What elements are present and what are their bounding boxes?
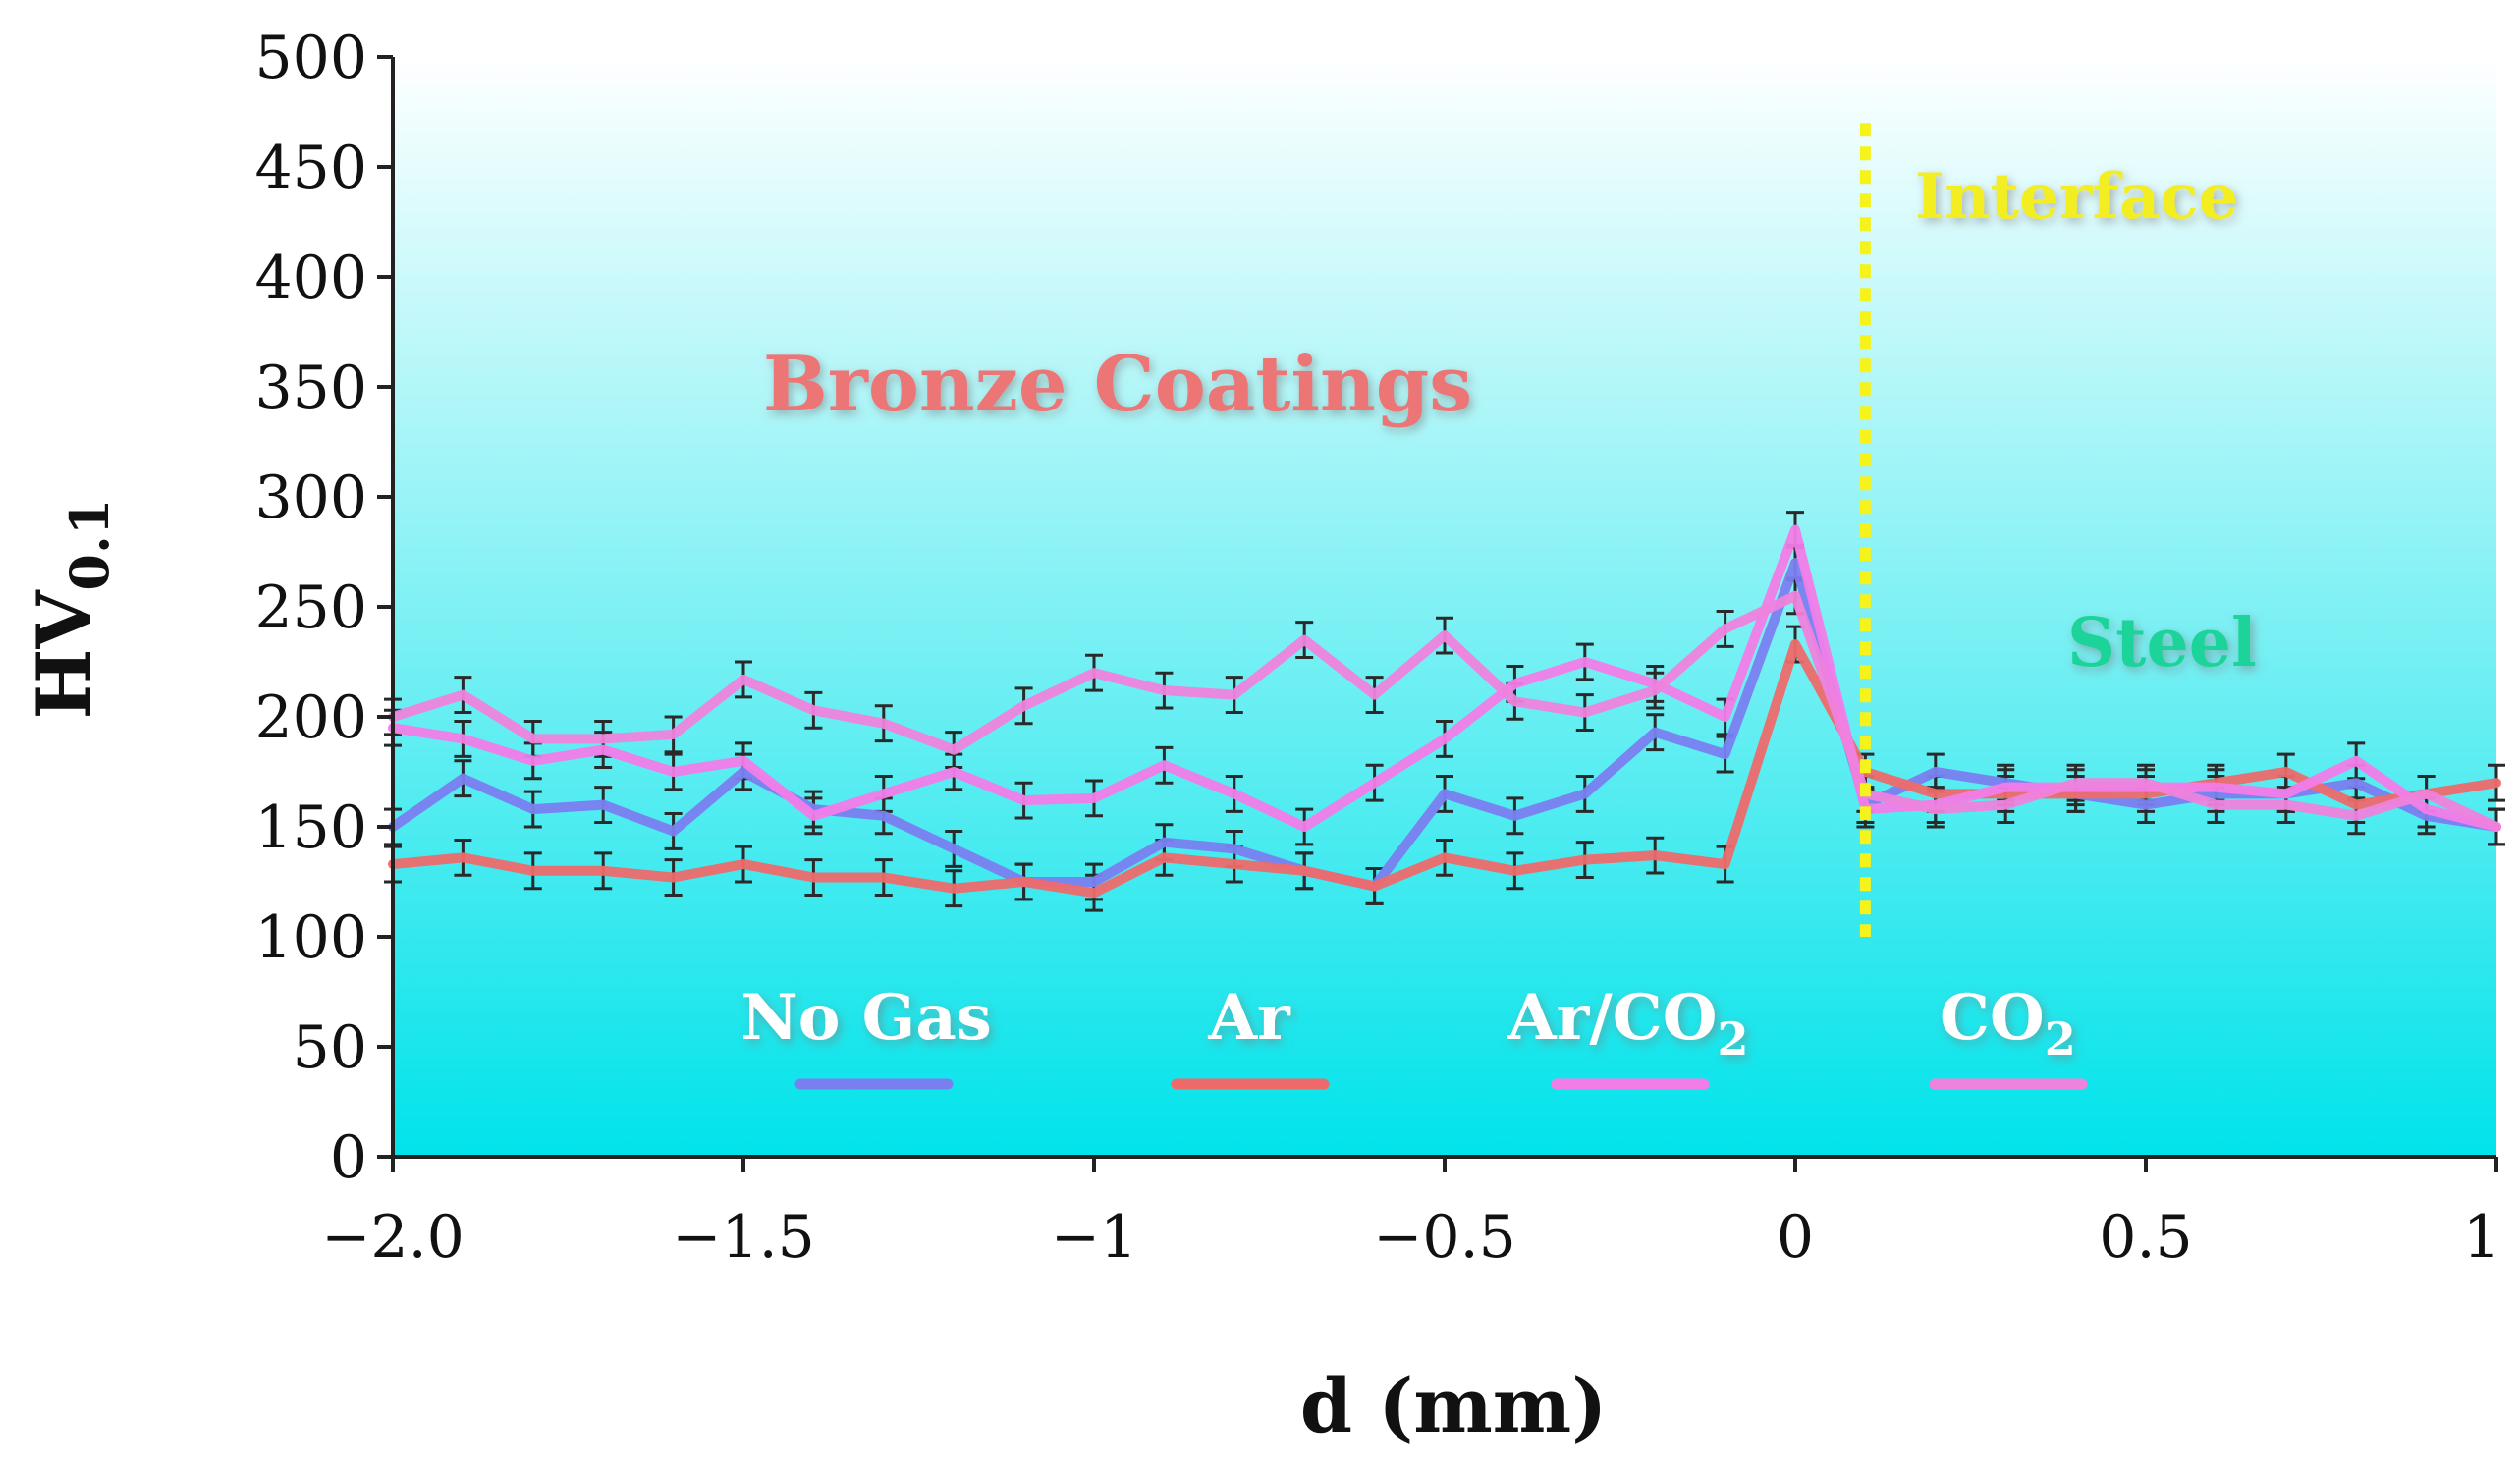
- x-tick-label: 1: [2463, 1203, 2500, 1272]
- x-tick-label: −2.0: [321, 1203, 465, 1272]
- y-axis-title-sub: 0.1: [58, 499, 121, 591]
- series-lines: [388, 524, 2501, 899]
- y-axis-title-main: HV: [21, 589, 108, 720]
- y-tick-label: 250: [254, 573, 367, 642]
- y-tick-label: 100: [254, 903, 367, 972]
- legend: No Gas Ar Ar/CO2 CO2: [740, 981, 2088, 1090]
- legend-label-ar-co2-main: Ar/CO: [1507, 981, 1717, 1055]
- y-tick-label: 0: [330, 1123, 367, 1192]
- y-tick-label: 50: [293, 1013, 367, 1082]
- y-tick-label: 450: [254, 134, 367, 202]
- series-co2: [388, 590, 2501, 832]
- y-axis-title: HV0.1: [21, 499, 121, 720]
- series-ar: [388, 639, 2501, 899]
- legend-label-co2-main: CO: [1940, 981, 2045, 1055]
- legend-label-ar: Ar: [1207, 981, 1291, 1055]
- y-tick-label: 150: [254, 793, 367, 862]
- legend-label-ar-co2: Ar/CO2: [1507, 981, 1748, 1065]
- y-ticks: 0 50 100 150 200 250 300 350 400 450 500: [254, 24, 393, 1192]
- x-tick-label: −1: [1051, 1203, 1137, 1272]
- plot-background: [393, 57, 2496, 1157]
- series-no-gas: [388, 558, 2501, 892]
- annotation-bronze-coatings: Bronze Coatings: [763, 340, 1472, 429]
- annotation-interface: Interface: [1915, 160, 2238, 234]
- x-ticks: −2.0 −1.5 −1 −0.5 0 0.5 1: [321, 1157, 2500, 1272]
- x-tick-label: 0: [1777, 1203, 1814, 1272]
- legend-label-ar-co2-sub: 2: [1717, 1012, 1748, 1065]
- annotation-steel: Steel: [2067, 604, 2257, 682]
- y-tick-label: 200: [254, 683, 367, 752]
- legend-label-no-gas: No Gas: [740, 981, 992, 1055]
- x-tick-label: −0.5: [1373, 1203, 1516, 1272]
- x-axis-title: d (mm): [1300, 1362, 1607, 1449]
- y-tick-label: 400: [254, 244, 367, 312]
- y-tick-label: 500: [254, 24, 367, 92]
- y-tick-label: 300: [254, 463, 367, 532]
- legend-label-co2: CO2: [1940, 981, 2076, 1065]
- y-tick-label: 350: [254, 354, 367, 422]
- x-tick-label: −1.5: [672, 1203, 815, 1272]
- legend-label-co2-sub: 2: [2045, 1012, 2076, 1065]
- x-tick-label: 0.5: [2099, 1203, 2192, 1272]
